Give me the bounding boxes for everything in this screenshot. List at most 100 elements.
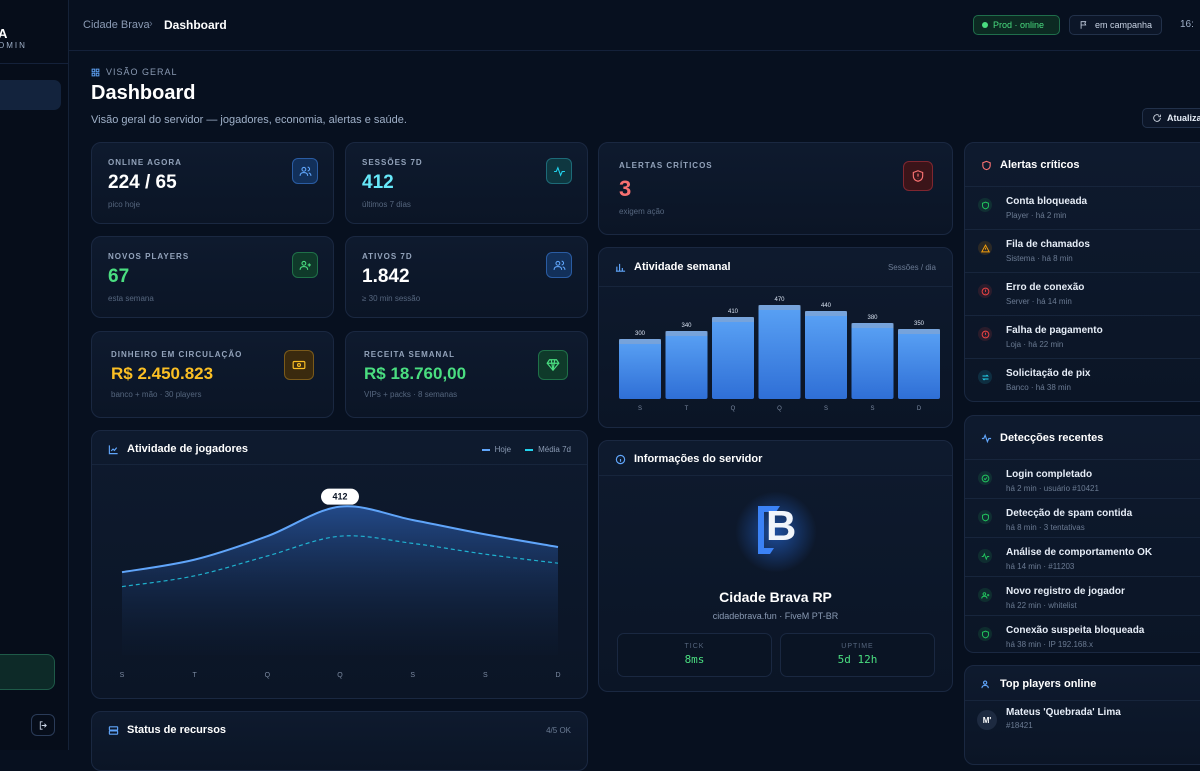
alerts-title-text: Alertas críticos [1000, 159, 1079, 171]
line-chart-icon [108, 444, 119, 455]
bar-cap [619, 339, 661, 344]
kpi-label: SESSÕES 7D [362, 158, 423, 167]
kpi-value: 1.842 [362, 266, 410, 288]
campaign-button[interactable]: em campanha [1069, 15, 1162, 35]
player-id: #18421 [1006, 721, 1033, 730]
status-count: 4/5 OK [546, 726, 571, 735]
server-name: Cidade Brava RP [599, 589, 952, 605]
alerts-title: Alertas críticos [981, 159, 1079, 171]
refresh-button[interactable]: Atualizar [1142, 108, 1200, 128]
bar-value-label: 350 [914, 321, 925, 327]
server-info-card: Informações do servidor B Cidade Brava R… [598, 440, 953, 692]
tick-label: TICK [618, 643, 771, 650]
kpi-card-critical: ALERTAS CRÍTICOS 3 exigem ação [598, 142, 953, 235]
kpi-value: R$ 2.450.823 [111, 364, 213, 384]
brand-logo: A [0, 26, 7, 41]
kpi-label: ATIVOS 7D [362, 252, 413, 261]
shield-icon [978, 510, 992, 524]
sidebar: A OMIN [0, 0, 69, 750]
list-item-meta: há 14 min · #11203 [1006, 562, 1074, 571]
weekly-title-text: Atividade semanal [634, 261, 731, 273]
kpi-card-sessions: SESSÕES 7D 412 últimos 7 dias [345, 142, 588, 224]
detections-title: Detecções recentes [981, 432, 1103, 444]
kpi-hint: ≥ 30 min sessão [362, 294, 420, 303]
kpi-card-active: ATIVOS 7D 1.842 ≥ 30 min sessão [345, 236, 588, 318]
kpi-label: DINHEIRO EM CIRCULAÇÃO [111, 350, 242, 359]
list-item-title: Novo registro de jogador [1006, 586, 1125, 597]
bar-value-label: 410 [728, 309, 739, 315]
server-logo: B [746, 498, 806, 564]
brand-subtitle: OMIN [0, 41, 27, 50]
kpi-card-revenue: RECEITA SEMANAL R$ 18.760,00 VIPs + pack… [345, 331, 588, 418]
cash-icon [284, 350, 314, 380]
top-players-title-text: Top players online [1000, 678, 1096, 690]
list-item-meta: há 2 min · usuário #10421 [1006, 484, 1099, 493]
list-item-meta: Loja · há 22 min [1006, 340, 1063, 349]
legend-avg: Média 7d [525, 445, 571, 454]
kpi-value: R$ 18.760,00 [364, 364, 466, 384]
transfer-icon [978, 370, 992, 384]
list-item[interactable]: Login completado há 2 min · usuário #1042… [965, 459, 1200, 498]
bar[interactable] [898, 329, 940, 399]
gem-icon [538, 350, 568, 380]
sidebar-status-button[interactable] [0, 654, 55, 690]
x-tick-label: S [824, 406, 828, 412]
sidebar-item-dashboard[interactable] [0, 80, 61, 110]
bar-chart-icon [615, 262, 626, 273]
bar[interactable] [805, 311, 847, 399]
activity-icon [981, 433, 992, 444]
list-item[interactable]: Conexão suspeita bloqueada há 38 min · IP… [965, 615, 1200, 653]
players-activity-title: Atividade de jogadores [108, 443, 248, 455]
bar[interactable] [619, 339, 661, 399]
breadcrumb-root[interactable]: Cidade Brava [83, 19, 150, 31]
server-info-title: Informações do servidor [615, 453, 762, 465]
check-icon [978, 471, 992, 485]
peak-label: 412 [332, 492, 347, 502]
x-tick-label: Q [337, 672, 343, 679]
bar[interactable] [852, 323, 894, 399]
kpi-card-new-players: NOVOS PLAYERS 67 esta semana [91, 236, 334, 318]
bar-value-label: 340 [681, 323, 692, 329]
list-item-meta: há 38 min · IP 192.168.x [1006, 640, 1093, 649]
kpi-label: NOVOS PLAYERS [108, 252, 189, 261]
x-tick-label: S [870, 406, 874, 412]
top-players-card: Top players online M' Mateus 'Quebrada' … [964, 665, 1200, 765]
page-title: Dashboard [91, 82, 195, 105]
bar[interactable] [666, 331, 708, 399]
shield-alert-icon [903, 161, 933, 191]
bar-value-label: 300 [635, 331, 646, 337]
logout-icon [38, 720, 49, 731]
bar[interactable] [712, 317, 754, 399]
users-icon [292, 158, 318, 184]
list-item-title: Login completado [1006, 469, 1092, 480]
peak-annotation: 412 [321, 489, 359, 505]
logout-button[interactable] [31, 714, 55, 736]
x-tick-label: Q [265, 672, 271, 679]
page-subtitle: Visão geral do servidor — jogadores, eco… [91, 114, 407, 126]
bar[interactable] [759, 305, 801, 399]
activity-icon [546, 158, 572, 184]
player-name[interactable]: Mateus 'Quebrada' Lima [1006, 707, 1121, 718]
eyebrow-text: VISÃO GERAL [106, 67, 178, 77]
x-tick-label: D [555, 672, 560, 679]
list-item-meta: Player · há 2 min [1006, 211, 1066, 220]
list-item-meta: há 8 min · 3 tentativas [1006, 523, 1085, 532]
users-icon [546, 252, 572, 278]
list-item-title: Conexão suspeita bloqueada [1006, 625, 1144, 636]
avatar[interactable]: M' [977, 710, 997, 730]
list-item-meta: Sistema · há 8 min [1006, 254, 1073, 263]
resource-status-title: Status de recursos [108, 724, 226, 736]
grid-icon [91, 68, 100, 77]
legend-avg-label: Média 7d [538, 445, 571, 454]
